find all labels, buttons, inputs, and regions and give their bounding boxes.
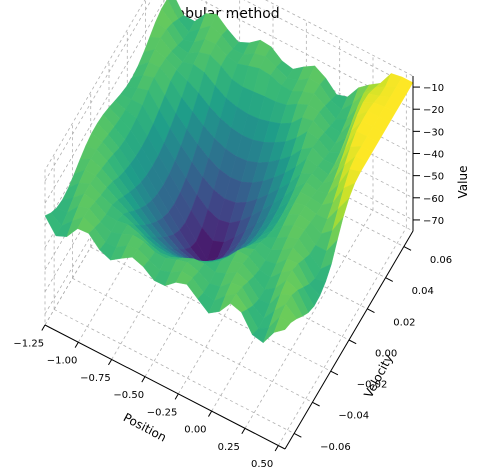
z-tick-label: −20 <box>423 105 444 116</box>
x-tick-mark <box>41 324 46 331</box>
y-tick-mark <box>293 432 302 438</box>
chart-title: Tabular method <box>169 6 279 22</box>
x-tick-mark <box>241 428 246 435</box>
x-tick-mark <box>108 359 113 366</box>
x-tick-label: 0.50 <box>251 459 273 470</box>
y-tick-label: 0.02 <box>393 317 415 328</box>
surface <box>44 0 414 344</box>
x-tick-mark <box>208 410 213 417</box>
y-tick-mark <box>348 339 357 345</box>
x-tick-label: 0.25 <box>218 442 240 453</box>
x-tick-label: −0.75 <box>80 373 111 384</box>
y-tick-label: −0.06 <box>320 442 351 453</box>
y-tick-label: −0.02 <box>357 380 388 391</box>
x-tick-mark <box>141 376 146 383</box>
x-tick-mark <box>174 393 179 400</box>
y-tick-label: 0.06 <box>430 255 452 266</box>
z-tick-label: −10 <box>423 83 444 94</box>
x-tick-label: −1.00 <box>47 356 78 367</box>
x-tick-label: −0.25 <box>147 407 178 418</box>
z-tick-label: −30 <box>423 127 444 138</box>
z-tick-label: −50 <box>423 172 444 183</box>
y-tick-mark <box>403 246 412 251</box>
z-tick-label: −60 <box>423 194 444 205</box>
x-tick-mark <box>274 445 279 452</box>
x-tick-label: −0.50 <box>113 390 144 401</box>
z-axis-label: Value <box>456 166 470 199</box>
z-tick-label: −40 <box>423 150 444 161</box>
y-tick-label: 0.00 <box>375 348 397 359</box>
y-axis-label: Velocity <box>361 352 395 400</box>
y-tick-mark <box>367 308 375 314</box>
y-tick-mark <box>330 370 339 376</box>
x-tick-label: 0.00 <box>184 425 206 436</box>
x-tick-label: −1.25 <box>13 338 44 349</box>
y-tick-mark <box>312 401 320 407</box>
z-tick-label: −70 <box>423 216 444 227</box>
x-tick-mark <box>74 341 79 348</box>
surface-cell <box>273 316 292 333</box>
y-tick-label: −0.04 <box>338 411 369 422</box>
y-tick-label: 0.04 <box>412 286 434 297</box>
axes: −1.25−1.00−0.75−0.50−0.25 0.00 0.25 0.50 −0.… <box>13 76 452 470</box>
y-tick-mark <box>385 277 394 282</box>
